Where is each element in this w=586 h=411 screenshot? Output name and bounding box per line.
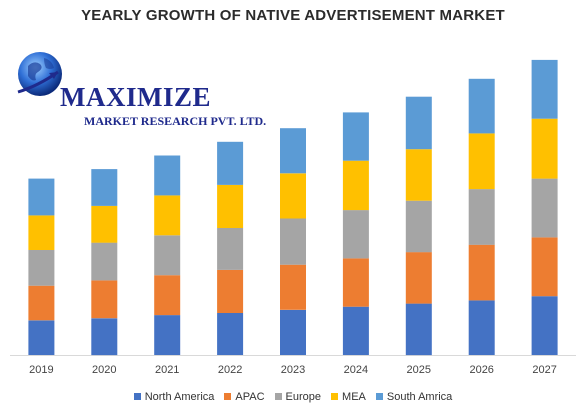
bar-segment-mea-2019	[28, 215, 55, 250]
bar-segment-mea-2026	[468, 133, 495, 190]
bar-segment-apac-2023	[280, 264, 306, 310]
bar-segment-europe-2021	[154, 235, 181, 276]
chart-title: YEARLY GROWTH OF NATIVE ADVERTISEMENT MA…	[81, 7, 505, 24]
legend-swatch	[133, 393, 141, 400]
bar-segment-south-amrica-2021	[154, 155, 181, 196]
bar-segment-north-america-2023	[280, 309, 306, 355]
bar-segment-mea-2027	[531, 118, 558, 179]
x-tick-label: 2023	[281, 364, 305, 376]
bar-segment-mea-2025	[405, 149, 432, 201]
bar-segment-apac-2019	[28, 285, 55, 321]
bar-segment-south-amrica-2025	[405, 96, 432, 150]
bar-segment-mea-2023	[280, 173, 306, 219]
legend-label: MEA	[342, 391, 366, 403]
bar-segment-south-amrica-2020	[91, 169, 118, 206]
logo-subtitle-text: MARKET RESEARCH PVT. LTD.	[84, 114, 267, 128]
bar-segment-south-amrica-2023	[280, 128, 306, 174]
legend-item: MEA	[331, 391, 366, 403]
bar-segment-north-america-2024	[342, 306, 369, 355]
bar-segment-apac-2025	[405, 252, 432, 304]
bar-segment-north-america-2027	[531, 296, 558, 355]
bar-segment-apac-2026	[468, 244, 495, 301]
legend-item: South Amrica	[375, 391, 453, 403]
company-logo: MAXIMIZE MARKET RESEARCH PVT. LTD.	[14, 48, 266, 138]
bar-segment-apac-2027	[531, 237, 558, 297]
legend-label: Europe	[285, 391, 322, 403]
bar-segment-europe-2027	[531, 178, 558, 238]
x-tick-label: 2019	[29, 364, 53, 376]
bar-segment-apac-2021	[154, 275, 181, 316]
globe-icon	[17, 52, 62, 96]
bar-segment-north-america-2026	[468, 300, 495, 355]
x-tick-label: 2021	[155, 364, 179, 376]
legend-swatch	[274, 393, 282, 400]
legend-swatch	[224, 393, 232, 400]
bar-segment-apac-2022	[217, 269, 244, 313]
bar-segment-south-amrica-2026	[468, 78, 495, 134]
bar-segment-south-amrica-2019	[28, 178, 55, 216]
x-tick-label: 2025	[407, 364, 431, 376]
bar-segment-europe-2024	[342, 210, 369, 259]
bar-segment-europe-2025	[405, 200, 432, 253]
bar-segment-europe-2020	[91, 242, 118, 281]
legend-item: Europe	[274, 391, 322, 403]
legend-label: South Amrica	[386, 391, 453, 403]
bar-segment-mea-2024	[342, 160, 369, 211]
bar-segment-europe-2019	[28, 250, 55, 286]
bar-segment-north-america-2020	[91, 318, 118, 356]
bar-segment-south-amrica-2027	[531, 59, 558, 119]
x-tick-label: 2024	[344, 364, 368, 376]
legend-item: North America	[133, 391, 215, 403]
bar-segment-north-america-2019	[28, 320, 55, 355]
bar-segment-mea-2022	[217, 184, 244, 228]
x-tick-label: 2022	[218, 364, 242, 376]
logo-brand-text: MAXIMIZE	[60, 82, 211, 112]
bar-segment-mea-2020	[91, 205, 118, 243]
legend-swatch	[375, 393, 383, 400]
bar-segment-north-america-2022	[217, 313, 244, 355]
legend-item: APAC	[224, 391, 265, 403]
legend-swatch	[331, 393, 339, 400]
chart-legend: North America APAC Europe MEA South Amrica	[0, 391, 586, 403]
bar-segment-europe-2023	[280, 218, 306, 265]
x-tick-label: 2026	[469, 364, 493, 376]
bar-segment-north-america-2021	[154, 315, 181, 355]
bar-segment-europe-2026	[468, 189, 495, 245]
legend-label: North America	[144, 391, 215, 403]
bar-segment-south-amrica-2022	[217, 141, 244, 185]
x-tick-label: 2020	[92, 364, 116, 376]
bar-segment-mea-2021	[154, 195, 181, 236]
x-tick-label: 2027	[532, 364, 556, 376]
bar-segment-europe-2022	[217, 227, 244, 270]
legend-label: APAC	[235, 391, 265, 403]
bar-segment-apac-2020	[91, 280, 118, 319]
bar-segment-north-america-2025	[405, 303, 432, 356]
bar-segment-apac-2024	[342, 258, 369, 307]
bar-segment-south-amrica-2024	[342, 112, 369, 161]
